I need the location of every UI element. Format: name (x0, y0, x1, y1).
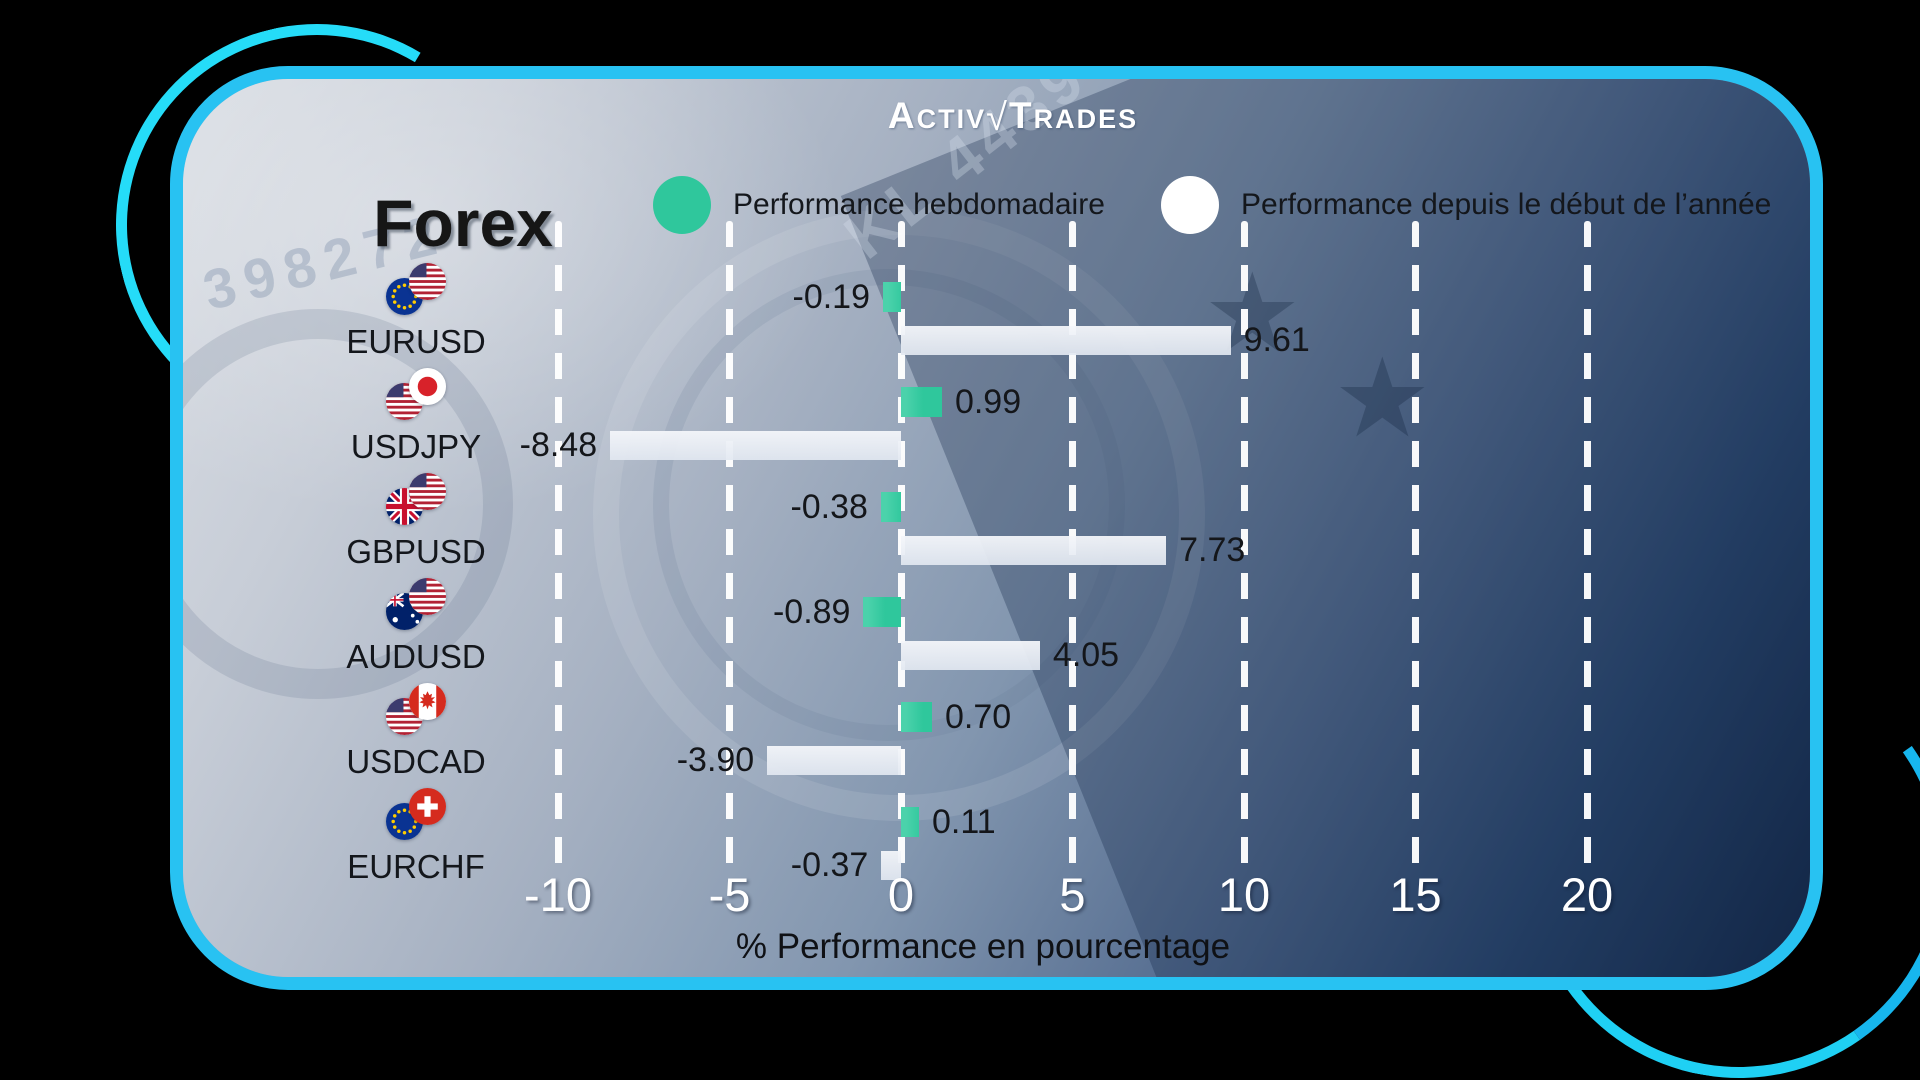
ytd-bar-usdjpy (610, 431, 901, 460)
pair-label: AUDUSD (346, 638, 486, 675)
weekly-bar-usdcad (901, 702, 932, 732)
gridline-x-20 (1583, 221, 1591, 871)
legend-label: Performance hebdomadaire (733, 188, 1105, 221)
bar-value-label: 0.11 (932, 803, 996, 841)
forex-performance-card: 398272 KL 4439 ★ ★ ACTIV√TRADES Forex Pe… (170, 66, 1823, 990)
ytd-bar-usdcad (767, 746, 901, 775)
flag-pair (386, 473, 446, 525)
jp-flag-icon (409, 368, 446, 405)
bar-value-label: -0.38 (790, 488, 868, 526)
us-flag-icon (409, 578, 446, 615)
flag-pair (386, 683, 446, 735)
card-background (183, 79, 1810, 977)
legend-item-ytd: Performance depuis le début de l’année (1161, 175, 1771, 235)
weekly-bar-gbpusd (880, 492, 901, 522)
flag-pair (386, 788, 446, 840)
activtrades-logo: ACTIV√TRADES (823, 95, 1203, 139)
flag-pair (386, 368, 446, 420)
bar-value-label: 9.61 (1243, 321, 1310, 359)
logo-text: CTIV (916, 104, 987, 134)
pair-label: EURUSD (346, 323, 486, 360)
ytd-bar-eurusd (901, 326, 1231, 355)
page-title: Forex (373, 186, 553, 260)
bar-value-label: 7.73 (1179, 531, 1246, 569)
category-gbpusd: GBPUSD (331, 473, 501, 571)
bar-value-label: -0.37 (790, 846, 869, 884)
x-axis-tick-15: 15 (1389, 868, 1442, 921)
weekly-bar-eurchf (901, 807, 919, 837)
us-flag-icon (409, 263, 446, 300)
ytd-bar-audusd (901, 641, 1040, 670)
bar-value-label: 0.70 (945, 698, 1012, 736)
checkmark-icon: √ (986, 97, 1009, 139)
x-axis-tick-0: 0 (887, 868, 915, 921)
pair-label: EURCHF (347, 848, 485, 885)
category-eurusd: EURUSD (331, 263, 501, 361)
bar-value-label: -8.48 (519, 426, 598, 464)
bar-value-label: -0.19 (792, 278, 871, 316)
bar-value-label: -3.90 (676, 741, 755, 779)
gridline-x--5 (726, 221, 733, 871)
x-axis-tick--5: -5 (708, 868, 751, 921)
category-eurchf: EURCHF (331, 788, 501, 886)
weekly-bar-audusd (863, 597, 901, 627)
bar-value-label: 0.99 (954, 383, 1022, 421)
x-axis-tick--10: -10 (524, 868, 592, 921)
flag-pair (386, 578, 446, 630)
weekly-bar-usdjpy (901, 387, 942, 417)
green-dot-icon (653, 176, 711, 234)
pair-label: USDCAD (346, 743, 486, 780)
logo-text: A (887, 95, 917, 136)
gridline-x-15 (1412, 221, 1419, 871)
pair-label: GBPUSD (346, 533, 486, 570)
us-flag-icon (386, 698, 423, 735)
gridline-x-10 (1240, 221, 1248, 871)
category-usdcad: USDCAD (331, 683, 501, 781)
pair-label: USDJPY (350, 428, 482, 465)
logo-text: T (1008, 95, 1034, 136)
ytd-bar-eurchf (881, 851, 901, 880)
bar-value-label: 4.05 (1052, 636, 1120, 674)
white-dot-icon (1161, 176, 1219, 234)
legend-label: Performance depuis le début de l’année (1241, 188, 1772, 221)
ca-flag-icon (409, 683, 446, 720)
us-flag-icon (409, 473, 446, 510)
x-axis-tick-5: 5 (1059, 868, 1086, 921)
x-axis-title: % Performance en pourcentage (735, 927, 1231, 966)
legend-item-weekly: Performance hebdomadaire (653, 175, 1105, 235)
gridline-x--10 (554, 221, 562, 871)
category-audusd: AUDUSD (331, 578, 501, 676)
ch-flag-icon (409, 788, 446, 825)
bar-value-label: -0.89 (772, 593, 851, 631)
category-usdjpy: USDJPY (331, 368, 501, 466)
logo-text: RADES (1033, 104, 1139, 134)
x-axis-tick-10: 10 (1217, 868, 1271, 921)
flag-pair (386, 263, 446, 315)
ytd-bar-gbpusd (901, 536, 1167, 565)
x-axis-tick-20: 20 (1560, 868, 1614, 921)
weekly-bar-eurusd (883, 282, 901, 312)
